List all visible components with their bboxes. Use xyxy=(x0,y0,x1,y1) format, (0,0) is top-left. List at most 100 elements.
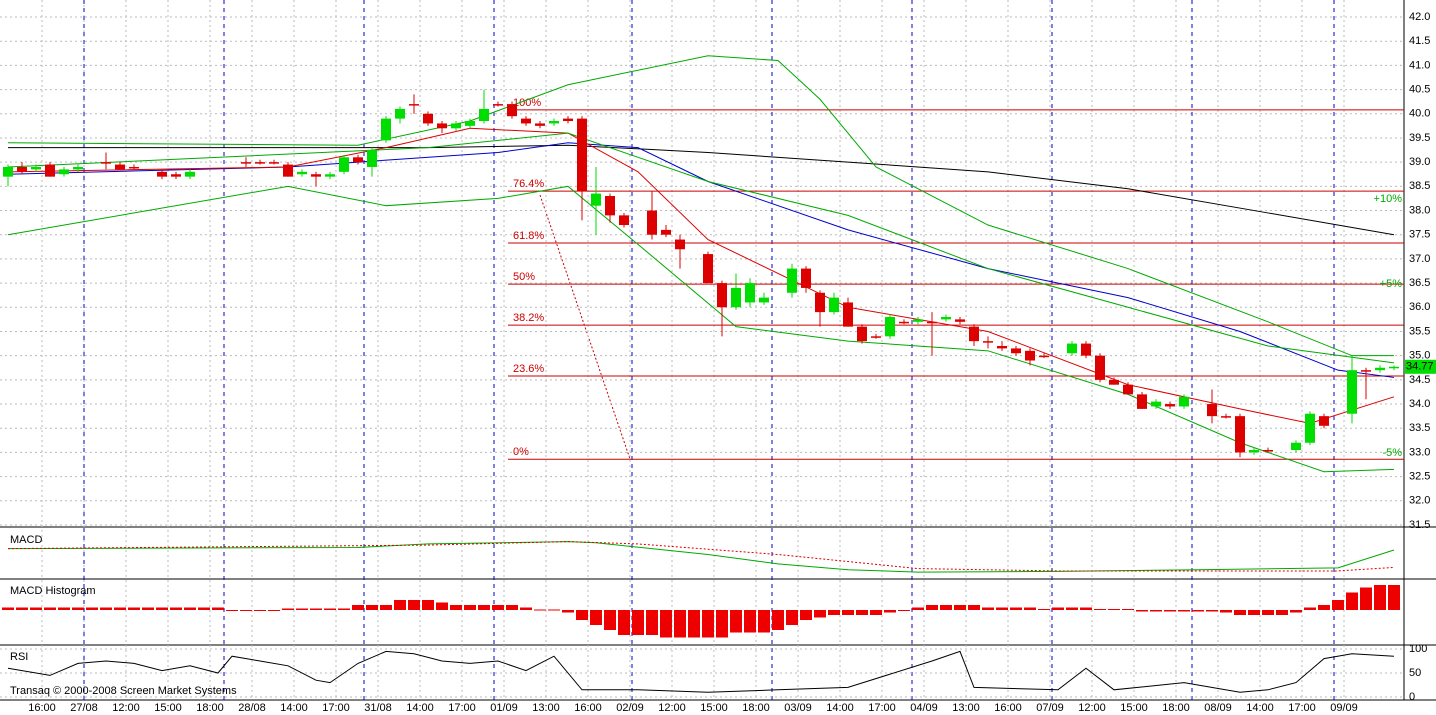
histogram-bar xyxy=(996,607,1008,610)
candle-body xyxy=(857,326,867,342)
histogram-bar xyxy=(170,607,182,610)
candle-body xyxy=(1081,343,1091,356)
histogram-bar xyxy=(142,607,154,610)
candle-body xyxy=(717,283,727,308)
candle-body xyxy=(1375,367,1385,371)
candle-body xyxy=(675,239,685,250)
candle-body xyxy=(395,108,405,119)
candle-body xyxy=(815,292,825,313)
x-tick-label: 15:00 xyxy=(700,702,728,714)
y-tick-label: 37.5 xyxy=(1409,229,1430,241)
y-tick-label: 100 xyxy=(1409,643,1427,655)
histogram-bar xyxy=(898,610,910,611)
histogram-bar xyxy=(814,610,826,618)
x-tick-label: 15:00 xyxy=(154,702,182,714)
candle-body xyxy=(241,162,251,164)
histogram-bar xyxy=(506,605,518,610)
grid xyxy=(0,0,1404,700)
candle-body xyxy=(1361,370,1371,372)
candle-body xyxy=(101,162,111,164)
histogram-bar xyxy=(380,605,392,610)
x-tick-label: 14:00 xyxy=(280,702,308,714)
histogram-bar xyxy=(1318,605,1330,610)
candle-body xyxy=(115,164,125,170)
x-tick-label: 16:00 xyxy=(28,702,56,714)
candle-body xyxy=(1011,348,1021,354)
histogram-bar xyxy=(100,607,112,610)
candle-body xyxy=(269,162,279,164)
candle-body xyxy=(521,118,531,124)
x-tick-label: 31/08 xyxy=(364,702,392,714)
x-tick-label: 18:00 xyxy=(196,702,224,714)
candle-body xyxy=(437,123,447,129)
x-tick-label: 12:00 xyxy=(1078,702,1106,714)
histogram-bar xyxy=(58,607,70,610)
histogram-bar xyxy=(884,610,896,613)
histogram-bar xyxy=(1290,610,1302,613)
candle-body xyxy=(73,166,83,170)
x-tick-label: 27/08 xyxy=(70,702,98,714)
candle-body xyxy=(913,319,923,322)
histogram-bar xyxy=(86,607,98,610)
indicator-line xyxy=(7,650,1395,693)
histogram-bar xyxy=(1052,607,1064,610)
y-tick-label: 34.5 xyxy=(1409,374,1430,386)
candle-body xyxy=(367,150,377,167)
histogram-bar xyxy=(240,610,252,611)
histogram-bar xyxy=(548,609,560,611)
candle-body xyxy=(1109,379,1119,385)
histogram-bar xyxy=(1122,609,1134,610)
histogram-bar xyxy=(310,608,322,610)
histogram-bar xyxy=(744,610,756,633)
candle-body xyxy=(843,302,853,327)
candle-body xyxy=(1025,350,1035,361)
histogram-bar xyxy=(926,605,938,610)
histogram-bar xyxy=(590,610,602,625)
candle-body xyxy=(619,215,629,226)
panel-title: MACD xyxy=(10,534,42,546)
candle-body xyxy=(577,118,587,192)
candle-body xyxy=(745,283,755,303)
x-tick-label: 17:00 xyxy=(868,702,896,714)
candle-body xyxy=(185,171,195,177)
candle-body xyxy=(1165,404,1175,407)
histogram-bar xyxy=(870,610,882,615)
x-tick-label: 13:00 xyxy=(952,702,980,714)
candle-body xyxy=(829,297,839,313)
y-tick-label: 33.5 xyxy=(1409,422,1430,434)
histogram-bar xyxy=(632,610,644,635)
indicator-line xyxy=(7,541,1395,572)
candle-body xyxy=(339,157,349,172)
histogram-bar xyxy=(1094,609,1106,610)
y-tick-label: 35.5 xyxy=(1409,325,1430,337)
histogram-bar xyxy=(856,610,868,615)
y-tick-label: 41.0 xyxy=(1409,59,1430,71)
histogram-bar xyxy=(702,610,714,638)
fib-label: 100% xyxy=(513,97,541,109)
histogram-bar xyxy=(16,607,28,610)
histogram-bar xyxy=(1360,587,1372,610)
histogram-bar xyxy=(730,610,742,633)
histogram-bar xyxy=(114,607,126,610)
histogram-bar xyxy=(800,610,812,620)
candle-body xyxy=(1179,396,1189,407)
histogram-bar xyxy=(464,605,476,610)
x-tick-label: 14:00 xyxy=(826,702,854,714)
y-tick-label: 39.5 xyxy=(1409,132,1430,144)
fib-label: 76.4% xyxy=(513,178,544,190)
candle-body xyxy=(3,166,13,177)
y-tick-label: 39.0 xyxy=(1409,156,1430,168)
x-tick-label: 28/08 xyxy=(238,702,266,714)
x-tick-label: 16:00 xyxy=(574,702,602,714)
y-tick-label: 40.0 xyxy=(1409,108,1430,120)
candle-body xyxy=(927,321,937,324)
histogram-bar xyxy=(1150,610,1162,612)
last-price: 34.77 xyxy=(1406,361,1434,373)
histogram-bar xyxy=(1080,607,1092,610)
candle-body xyxy=(969,326,979,342)
candle-body xyxy=(871,336,881,338)
histogram-bar xyxy=(1178,610,1190,612)
y-tick-label: 50 xyxy=(1409,667,1421,679)
